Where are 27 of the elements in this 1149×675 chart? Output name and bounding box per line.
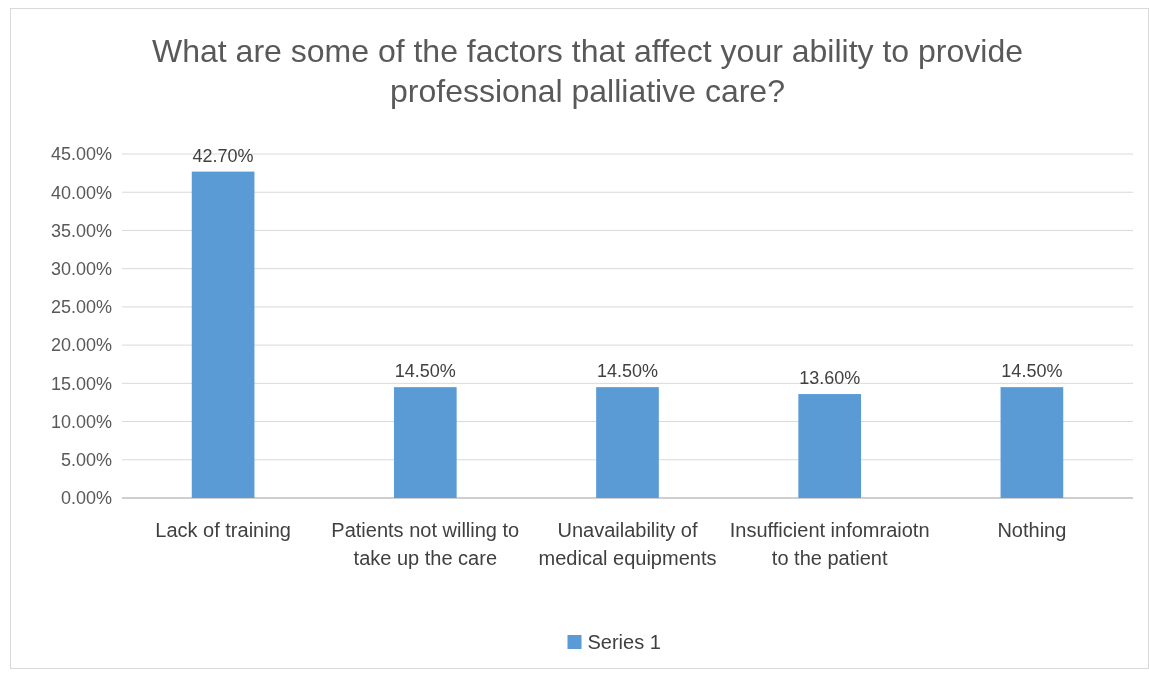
y-tick-label: 40.00% — [50, 182, 112, 203]
bar — [191, 171, 255, 498]
data-label: 42.70% — [192, 145, 254, 166]
data-label: 14.50% — [1001, 361, 1063, 382]
data-label: 13.60% — [799, 368, 861, 389]
x-tick-label: Unavailability of medical equipments — [538, 519, 717, 569]
bar — [798, 394, 862, 498]
y-tick-label: 25.00% — [50, 297, 112, 318]
data-label: 14.50% — [596, 361, 659, 382]
bar — [393, 387, 457, 498]
y-tick-label: 30.00% — [50, 258, 112, 279]
y-tick-label: 45.00% — [50, 144, 112, 165]
legend-label: Series 1 — [587, 631, 661, 653]
y-tick-label: 20.00% — [50, 335, 112, 356]
x-tick-label: Lack of training — [155, 519, 291, 541]
bar — [1000, 387, 1064, 498]
y-tick-label: 15.00% — [50, 373, 112, 394]
y-tick-label: 0.00% — [60, 488, 112, 509]
x-tick-label: Patients not willing to take up the care — [331, 519, 520, 569]
chart-title: What are some of the factors that affect your ability to provide professional palliative care? — [152, 33, 1023, 109]
y-tick-label: 10.00% — [50, 411, 112, 432]
data-label: 14.50% — [394, 361, 456, 382]
y-tick-label: 35.00% — [50, 220, 112, 241]
x-tick-label: Nothing — [997, 519, 1067, 541]
bar — [596, 387, 659, 498]
x-tick-label: Insufficient infomraiotn to the patient — [729, 519, 930, 569]
y-tick-label: 5.00% — [60, 450, 112, 471]
